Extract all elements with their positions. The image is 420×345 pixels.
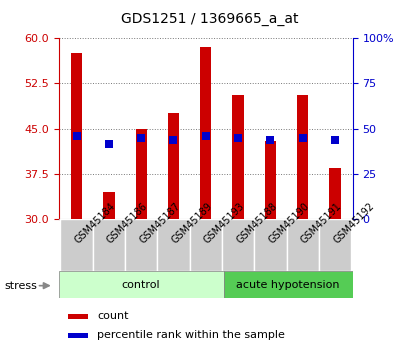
- Text: percentile rank within the sample: percentile rank within the sample: [97, 331, 285, 341]
- Text: stress: stress: [4, 281, 37, 290]
- Bar: [168, 114, 179, 219]
- Point: [170, 138, 177, 143]
- Bar: [71, 53, 82, 219]
- Text: GSM45188: GSM45188: [235, 201, 279, 246]
- Text: count: count: [97, 311, 129, 321]
- Point: [267, 138, 274, 143]
- Text: GSM45184: GSM45184: [73, 201, 118, 246]
- Text: GSM45186: GSM45186: [105, 201, 150, 246]
- Bar: [265, 141, 276, 219]
- Text: GSM45187: GSM45187: [138, 201, 182, 246]
- Bar: [223, 271, 353, 298]
- Bar: [254, 219, 286, 271]
- Bar: [200, 47, 211, 219]
- Text: control: control: [122, 280, 160, 289]
- Bar: [158, 219, 190, 271]
- Bar: [68, 314, 88, 319]
- Bar: [125, 219, 158, 271]
- Point: [235, 135, 242, 140]
- Text: GSM45192: GSM45192: [331, 201, 376, 246]
- Point: [299, 135, 306, 140]
- Bar: [190, 219, 222, 271]
- Bar: [319, 219, 351, 271]
- Text: acute hypotension: acute hypotension: [236, 280, 340, 289]
- Text: GSM45193: GSM45193: [202, 201, 247, 246]
- Bar: [59, 271, 223, 298]
- Text: GSM45189: GSM45189: [170, 201, 215, 246]
- Bar: [103, 192, 115, 219]
- Point: [105, 141, 112, 147]
- Point: [202, 133, 209, 138]
- Bar: [222, 219, 254, 271]
- Bar: [297, 95, 308, 219]
- Point: [332, 138, 339, 143]
- Point: [138, 136, 144, 141]
- Bar: [329, 168, 341, 219]
- Bar: [136, 128, 147, 219]
- Bar: [232, 95, 244, 219]
- Text: GSM45191: GSM45191: [299, 201, 344, 246]
- Point: [73, 133, 80, 138]
- Bar: [68, 333, 88, 338]
- Bar: [60, 219, 93, 271]
- Bar: [286, 219, 319, 271]
- Text: GSM45190: GSM45190: [267, 201, 311, 246]
- Text: GDS1251 / 1369665_a_at: GDS1251 / 1369665_a_at: [121, 12, 299, 26]
- Bar: [93, 219, 125, 271]
